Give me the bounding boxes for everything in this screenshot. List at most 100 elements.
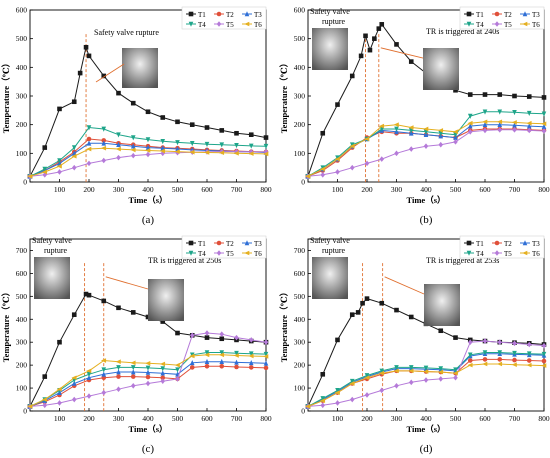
event-photo <box>312 28 348 70</box>
legend-label: T5 <box>504 21 512 29</box>
chart-panel-3: 100 200 300 400 500 600 700 800 0 100 200 300 400 500… <box>1 235 272 455</box>
data-point <box>408 379 414 386</box>
data-point <box>349 73 355 79</box>
data-point <box>101 367 107 373</box>
data-point <box>160 370 166 376</box>
data-point <box>364 373 370 379</box>
data-point <box>511 120 517 125</box>
data-point <box>115 359 121 364</box>
data-point <box>482 361 488 367</box>
legend-marker <box>244 21 250 27</box>
data-point <box>160 115 166 120</box>
data-point <box>175 330 180 336</box>
y-tick-label: 500 <box>294 292 306 301</box>
data-point <box>145 374 151 380</box>
event-photo <box>423 48 459 90</box>
legend-marker <box>188 11 194 17</box>
data-point <box>234 364 239 370</box>
data-point <box>349 143 355 149</box>
data-point <box>349 312 355 317</box>
x-tick-label: 700 <box>509 414 521 423</box>
data-point <box>423 365 429 371</box>
event-label: Safety valve rupture <box>94 28 159 37</box>
data-point <box>541 95 547 100</box>
y-tick-label: 400 <box>16 315 28 324</box>
x-tick-label: 100 <box>332 414 344 423</box>
y-tick-label: 100 <box>16 149 28 158</box>
data-point <box>100 145 107 151</box>
data-point <box>57 158 62 164</box>
data-point <box>511 362 517 367</box>
x-tick-label: 200 <box>83 414 95 423</box>
x-tick-label: 600 <box>479 185 491 194</box>
data-point <box>130 152 136 159</box>
data-point <box>159 148 166 154</box>
data-point <box>423 126 429 132</box>
data-point <box>334 156 340 162</box>
data-point <box>393 122 399 127</box>
data-point <box>320 402 326 409</box>
data-point <box>41 397 48 402</box>
legend-marker <box>244 240 250 246</box>
legend-marker <box>466 250 472 256</box>
data-point <box>71 153 77 159</box>
data-point <box>438 376 444 382</box>
data-point <box>71 396 77 403</box>
legend-marker <box>522 240 528 246</box>
data-point <box>57 339 62 345</box>
data-point <box>77 70 83 76</box>
data-point <box>526 123 532 129</box>
x-tick-label: 500 <box>450 414 462 423</box>
data-point <box>130 369 136 375</box>
legend-marker <box>216 11 222 17</box>
event-label: TR is triggered at 253s <box>426 256 499 265</box>
series-T2 <box>27 136 269 179</box>
y-axis-title: Temperature（℃） <box>1 288 11 362</box>
data-point <box>42 145 48 150</box>
data-point <box>467 123 473 129</box>
data-point <box>83 291 89 297</box>
data-point <box>438 366 444 372</box>
legend-label: T1 <box>476 11 484 19</box>
y-tick-label: 600 <box>294 6 306 15</box>
series-line <box>29 293 267 407</box>
data-point <box>482 119 488 125</box>
data-point <box>394 382 399 389</box>
y-tick-label: 100 <box>294 149 306 158</box>
data-point <box>320 396 326 402</box>
data-point <box>452 370 458 376</box>
legend-label: T6 <box>532 21 540 29</box>
data-point <box>408 128 414 134</box>
legend-label: T4 <box>476 250 484 258</box>
legend-marker <box>494 240 500 246</box>
data-point <box>86 160 92 167</box>
data-point <box>372 36 377 41</box>
series-T4 <box>305 109 547 180</box>
x-tick-label: 200 <box>83 185 95 194</box>
data-point <box>541 358 547 364</box>
data-point <box>482 109 488 115</box>
data-point <box>145 360 151 366</box>
data-point <box>263 351 269 357</box>
data-point <box>42 172 48 178</box>
data-point <box>115 146 121 152</box>
data-point <box>408 59 414 64</box>
data-point <box>145 365 151 371</box>
data-point <box>219 331 225 337</box>
y-axis-title: Temperature（℃） <box>279 59 289 133</box>
data-point <box>358 53 364 59</box>
data-point <box>56 386 62 392</box>
y-tick-label: 0 <box>301 178 305 187</box>
data-point <box>204 330 210 336</box>
data-point <box>438 328 444 334</box>
data-point <box>526 94 532 99</box>
data-point <box>453 374 458 381</box>
legend-label: T3 <box>254 11 262 19</box>
data-point <box>497 109 503 115</box>
data-point <box>56 163 62 169</box>
data-point <box>219 363 225 369</box>
data-point <box>467 120 473 126</box>
data-point <box>189 149 195 155</box>
chart-panel-2: 100 200 300 400 500 600 700 800 0 100 200 300 400 500… <box>279 6 550 227</box>
data-point <box>130 135 136 141</box>
